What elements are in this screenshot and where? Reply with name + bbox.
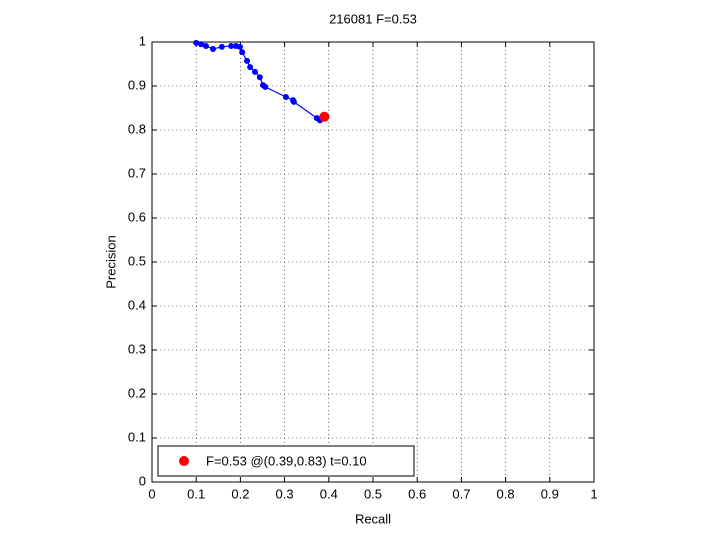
data-point xyxy=(209,46,216,53)
data-point xyxy=(228,42,235,49)
data-point xyxy=(244,57,251,64)
y-tick-label: 0.2 xyxy=(128,385,146,400)
data-point xyxy=(319,111,330,122)
data-point xyxy=(193,39,200,46)
plot-frame xyxy=(151,41,595,483)
y-tick-label: 0.9 xyxy=(128,77,146,92)
legend-box xyxy=(157,445,415,477)
data-point xyxy=(282,94,289,100)
y-tick-label: 0.4 xyxy=(128,297,146,312)
data-point xyxy=(239,49,246,56)
y-tick-label: 0 xyxy=(139,473,146,488)
data-point xyxy=(247,64,254,71)
legend-marker xyxy=(179,456,189,466)
x-tick-label: 0.5 xyxy=(364,486,382,501)
y-tick-label: 0.5 xyxy=(128,253,146,268)
y-tick-label: 0.6 xyxy=(128,209,146,224)
x-tick-label: 0.8 xyxy=(497,486,515,501)
x-tick-label: 0.1 xyxy=(187,486,205,501)
data-point xyxy=(236,43,243,50)
data-point xyxy=(256,74,263,81)
x-tick-label: 0.3 xyxy=(276,486,294,501)
x-axis-label: Recall xyxy=(355,511,391,526)
y-tick-label: 0.7 xyxy=(128,165,146,180)
y-tick-label: 0.8 xyxy=(128,121,146,136)
data-point xyxy=(290,98,297,105)
chart-title: 216081 F=0.53 xyxy=(329,11,417,26)
x-tick-label: 0.6 xyxy=(408,486,426,501)
x-tick-label: 0.9 xyxy=(541,486,559,501)
y-axis-label: Precision xyxy=(103,235,118,288)
x-tick-label: 0.2 xyxy=(231,486,249,501)
y-tick-label: 0.3 xyxy=(128,341,146,356)
y-tick-label: 1 xyxy=(139,33,146,48)
data-point xyxy=(218,43,225,50)
data-point xyxy=(262,83,269,90)
x-tick-label: 1 xyxy=(590,486,597,501)
data-point xyxy=(198,41,205,48)
data-point xyxy=(251,68,258,75)
legend-label: F=0.53 @(0.39,0.83) t=0.10 xyxy=(206,453,367,468)
x-tick-label: 0.4 xyxy=(320,486,338,501)
x-tick-label: 0 xyxy=(148,486,155,501)
data-point xyxy=(202,42,209,49)
x-tick-label: 0.7 xyxy=(452,486,470,501)
y-tick-label: 0.1 xyxy=(128,429,146,444)
